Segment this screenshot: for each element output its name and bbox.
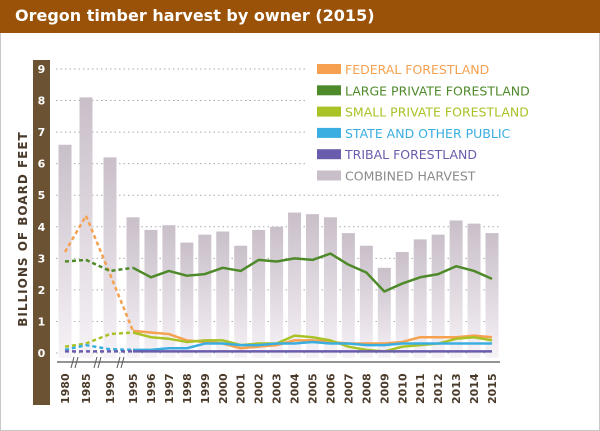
x-tick-label: 2010 <box>396 373 409 404</box>
y-tick-label: 5 <box>38 189 46 202</box>
legend-swatch <box>317 64 341 74</box>
bar-combined-2002 <box>252 229 266 358</box>
line-large-private-forestland <box>132 252 493 293</box>
bar-combined-1996 <box>144 229 158 358</box>
x-tick-label: 2004 <box>289 373 302 404</box>
y-axis-label: BILLIONS OF BOARD FEET <box>16 131 30 326</box>
legend-label: STATE AND OTHER PUBLIC <box>345 126 511 141</box>
x-tick-label: 2005 <box>307 373 320 404</box>
legend-label: SMALL PRIVATE FORESTLAND <box>345 105 529 120</box>
legend-swatch <box>317 149 341 160</box>
legend-label: FEDERAL FORESTLAND <box>345 62 489 77</box>
bar-combined-2015 <box>485 233 499 358</box>
legend-label: COMBINED HARVEST <box>345 169 476 184</box>
bar-combined-2014 <box>467 223 481 358</box>
legend-label: TRIBAL FORESTLAND <box>344 147 477 162</box>
legend-label: LARGE PRIVATE FORESTLAND <box>345 83 530 98</box>
chart-title: Oregon timber harvest by owner (2015) <box>15 6 375 25</box>
x-tick-label: 2009 <box>378 373 391 404</box>
legend-swatch <box>317 127 341 138</box>
bar-combined-1998 <box>180 242 194 358</box>
y-tick-label: 0 <box>38 347 46 360</box>
bar-combined-1995 <box>126 217 140 358</box>
x-tick-label: 1980 <box>59 373 72 404</box>
bar-combined-1990 <box>103 157 117 358</box>
x-tick-label: 2012 <box>432 373 445 404</box>
line-state-and-other-public <box>133 340 492 352</box>
axis-break-mark <box>93 356 102 369</box>
y-tick-label: 1 <box>38 315 46 328</box>
x-tick-label: 1997 <box>163 373 176 404</box>
y-axis-bar <box>33 60 50 405</box>
x-tick-label: 1985 <box>80 373 93 404</box>
y-tick-label: 3 <box>38 252 46 265</box>
x-tick-label: 1998 <box>181 373 194 404</box>
axis-break-mark <box>116 356 125 369</box>
x-tick-label: 2006 <box>324 373 337 404</box>
x-tick-label: 2011 <box>414 373 427 404</box>
bar-combined-2003 <box>270 226 284 358</box>
bar-combined-2006 <box>323 217 337 358</box>
x-tick-label: 2014 <box>468 373 481 404</box>
bar-combined-2008 <box>359 245 373 358</box>
x-tick-label: 1999 <box>199 373 212 404</box>
legend-swatch <box>317 106 341 117</box>
y-tick-label: 4 <box>38 221 46 234</box>
bar-combined-2010 <box>395 252 409 358</box>
legend-swatch <box>317 170 341 181</box>
legend-swatch <box>317 85 341 96</box>
x-tick-label: 2002 <box>253 373 266 404</box>
x-tick-label: 1995 <box>127 373 140 404</box>
x-tick-label: 1990 <box>104 373 117 404</box>
line-dashed-large-private-forestland <box>64 258 134 273</box>
bar-combined-2005 <box>306 214 319 358</box>
x-tick-label: 2003 <box>271 373 284 404</box>
x-tick-label: 1996 <box>145 373 158 404</box>
axis-break-mark <box>70 356 79 369</box>
line-dashed-state-and-other-public <box>64 343 134 352</box>
bar-combined-2004 <box>288 212 302 358</box>
y-tick-label: 9 <box>38 63 46 76</box>
bar-combined-2011 <box>413 239 427 358</box>
x-tick-label: 2000 <box>217 373 230 404</box>
bar-combined-1985 <box>79 97 93 359</box>
bar-combined-2000 <box>216 231 230 358</box>
x-tick-label: 2013 <box>450 373 463 404</box>
x-tick-label: 2008 <box>360 373 373 404</box>
bar-combined-2013 <box>449 220 463 358</box>
y-tick-label: 8 <box>38 95 46 108</box>
line-dashed-small-private-forestland <box>64 331 134 348</box>
line-dashed-federal-forestland <box>63 212 135 332</box>
y-tick-label: 2 <box>38 284 46 297</box>
x-tick-label: 2007 <box>342 373 355 404</box>
bar-combined-1999 <box>198 234 212 358</box>
x-tick-label: 2015 <box>486 373 499 404</box>
bar-combined-2001 <box>234 245 248 358</box>
title-bar: Oregon timber harvest by owner (2015) <box>0 0 600 33</box>
x-tick-label: 2001 <box>235 373 248 404</box>
bar-combined-2007 <box>341 233 355 358</box>
bar-combined-2012 <box>431 234 445 358</box>
bar-combined-1997 <box>162 225 176 358</box>
y-tick-label: 6 <box>38 158 46 171</box>
y-tick-label: 7 <box>38 126 46 139</box>
